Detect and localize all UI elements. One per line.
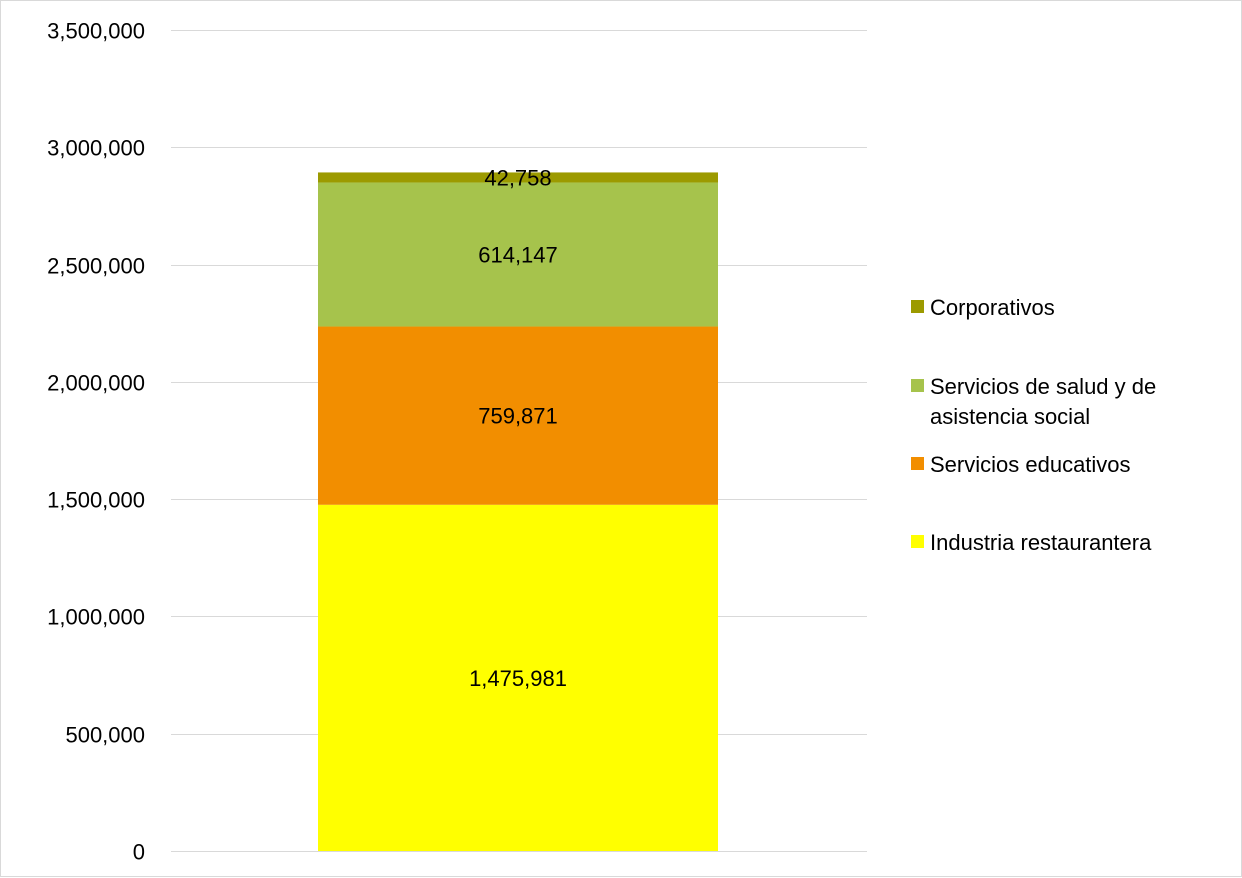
legend-swatch [911, 535, 924, 548]
y-tick-label: 3,000,000 [47, 136, 145, 161]
y-tick-label: 1,000,000 [47, 605, 145, 630]
y-tick-label: 500,000 [65, 723, 145, 748]
legend-label: Servicios de salud y de [930, 374, 1156, 399]
data-labels: 1,475,981 759,871 614,147 42,758 [469, 165, 567, 690]
data-label: 759,871 [478, 404, 558, 429]
y-axis-tick-labels: 0 500,000 1,000,000 1,500,000 2,000,000 2,500… [47, 19, 145, 865]
legend-swatch [911, 457, 924, 470]
y-tick-label: 1,500,000 [47, 488, 145, 513]
data-label: 1,475,981 [469, 666, 567, 691]
legend-label: Industria restaurantera [930, 530, 1152, 555]
y-tick-label: 2,000,000 [47, 371, 145, 396]
legend-swatch [911, 379, 924, 392]
legend-swatch [911, 300, 924, 313]
bar-segment [318, 326, 718, 505]
legend-label: asistencia social [930, 404, 1090, 429]
bar-segment [318, 172, 718, 183]
y-tick-label: 2,500,000 [47, 254, 145, 279]
bar-segments [318, 172, 718, 851]
data-label: 42,758 [484, 165, 551, 190]
legend: Corporativos Servicios de salud y de asist… [911, 295, 1156, 555]
legend-label: Corporativos [930, 295, 1055, 320]
y-tick-label: 0 [133, 840, 145, 865]
bar-segment [318, 504, 718, 851]
bar-segment [318, 182, 718, 327]
y-tick-label: 3,500,000 [47, 19, 145, 44]
data-label: 614,147 [478, 243, 558, 268]
legend-label: Servicios educativos [930, 452, 1131, 477]
